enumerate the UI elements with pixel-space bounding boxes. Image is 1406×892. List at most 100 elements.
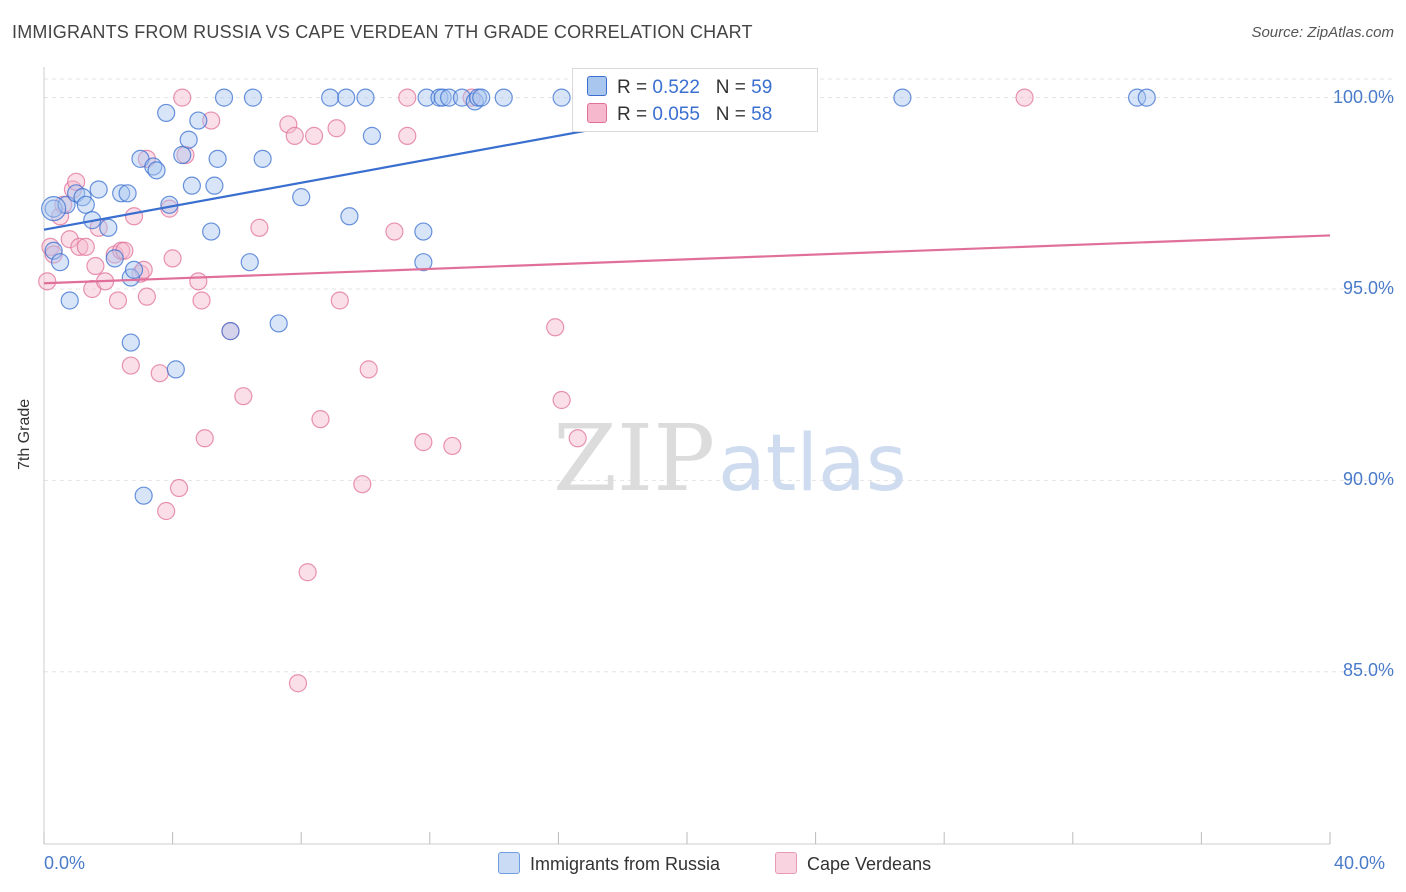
y-tick-label-85: 85.0%	[1342, 660, 1394, 680]
russia-point	[105, 249, 124, 268]
russia-point	[147, 161, 166, 180]
cape-verdeans-points	[38, 88, 1034, 693]
legend-n-label: N =	[715, 77, 746, 98]
x-tick-label-max: 40.0%	[1334, 853, 1386, 873]
correlation-legend: R = 0.522 N = 59 R = 0.055 N = 58	[572, 68, 818, 132]
russia-point	[44, 241, 63, 260]
russia-point	[208, 149, 227, 168]
russia-point	[182, 176, 201, 195]
cape-verdeans-point	[398, 88, 417, 107]
russia-point	[60, 291, 79, 310]
russia-point	[893, 88, 912, 107]
russia-point	[124, 260, 144, 279]
russia-point	[221, 322, 240, 341]
cape-verdeans-point	[38, 272, 57, 291]
russia-point	[292, 188, 311, 207]
legend-swatch-blue	[587, 76, 607, 96]
cape-verdeans-point	[398, 126, 417, 145]
y-tick-label-90: 90.0%	[1342, 469, 1394, 489]
russia-point	[118, 184, 137, 203]
cape-verdeans-point	[298, 563, 317, 582]
legend-n-value-cape-verdeans: 58	[751, 104, 773, 125]
chart-title: IMMIGRANTS FROM RUSSIA VS CAPE VERDEAN 7…	[12, 22, 753, 42]
gridlines	[44, 78, 1392, 673]
russia-point	[269, 314, 288, 333]
cape-verdeans-point	[285, 126, 304, 145]
russia-point	[1127, 88, 1147, 107]
russia-point	[253, 149, 272, 168]
cape-verdeans-point	[552, 390, 571, 410]
russia-point	[1137, 88, 1156, 107]
cape-verdeans-point	[115, 241, 134, 260]
cape-verdeans-point	[70, 237, 89, 256]
russia-point	[205, 176, 224, 195]
bottom-legend-cape-verdeans[interactable]: Cape Verdeans	[775, 852, 931, 875]
cape-verdeans-point	[189, 272, 208, 291]
cape-verdeans-point	[353, 475, 372, 494]
russia-point	[321, 88, 340, 107]
legend-row-russia: R = 0.522 N = 59	[587, 76, 772, 99]
bottom-legend-russia[interactable]: Immigrants from Russia	[498, 852, 720, 875]
source-label: Source: ZipAtlas.com	[1251, 24, 1394, 41]
russia-point	[433, 88, 452, 107]
russia-point	[134, 486, 153, 505]
cape-verdeans-point	[568, 429, 587, 448]
cape-verdeans-point	[157, 501, 176, 521]
legend-n-value-russia: 59	[751, 77, 773, 98]
y-tick-label-100: 100.0%	[1332, 87, 1394, 107]
bottom-legend-swatch-blue	[498, 852, 520, 874]
legend-r-value-cape-verdeans: 0.055	[652, 104, 700, 125]
cape-verdeans-point	[443, 436, 462, 456]
cape-verdeans-point	[311, 410, 330, 429]
russia-point	[414, 253, 433, 272]
russia-point	[121, 333, 140, 352]
legend-r-label: R =	[617, 77, 648, 98]
russia-point	[166, 360, 185, 379]
cape-verdeans-point	[359, 360, 378, 379]
russia-point	[157, 103, 176, 123]
russia-point	[99, 218, 118, 237]
russia-point	[179, 130, 198, 149]
bottom-legend-swatch-pink	[775, 852, 797, 874]
cape-verdeans-point	[202, 111, 221, 130]
cape-verdeans-point	[173, 88, 192, 107]
watermark-atlas: atlas	[718, 419, 907, 509]
cape-verdeans-point	[150, 364, 169, 383]
russia-point-large	[41, 196, 67, 222]
cape-verdeans-point	[169, 478, 189, 498]
russia-point	[189, 111, 208, 130]
cape-verdeans-point	[250, 218, 269, 237]
legend-n-label: N =	[715, 104, 746, 125]
russia-point	[417, 88, 436, 107]
russia-point	[89, 180, 108, 199]
y-tick-label-95: 95.0%	[1342, 278, 1394, 298]
russia-point	[214, 88, 234, 107]
russia-point	[76, 195, 95, 214]
russia-point	[414, 222, 433, 241]
russia-point	[173, 145, 192, 165]
legend-r-value-russia: 0.522	[652, 77, 700, 98]
cape-verdeans-point	[304, 126, 324, 145]
cape-verdeans-point	[108, 291, 128, 310]
legend-swatch-pink	[587, 103, 607, 123]
cape-verdeans-point	[546, 318, 565, 337]
cape-verdeans-point	[195, 429, 214, 448]
russia-points	[41, 88, 1156, 505]
cape-verdeans-point	[1015, 88, 1034, 107]
cape-verdeans-point	[385, 222, 404, 241]
cape-verdeans-point	[163, 249, 182, 268]
russia-point	[337, 88, 356, 107]
y-axis-label: 7th Grade	[16, 398, 33, 470]
cape-verdeans-point	[76, 237, 95, 256]
russia-point	[50, 253, 70, 272]
russia-point	[552, 88, 571, 107]
cape-verdeans-trend-line	[43, 234, 1331, 285]
russia-point	[356, 88, 375, 107]
cape-verdeans-point	[124, 207, 144, 226]
russia-point	[472, 88, 491, 107]
russia-point	[240, 253, 259, 272]
russia-point	[112, 184, 131, 203]
russia-point	[494, 88, 513, 107]
cape-verdeans-point	[279, 115, 298, 134]
x-tick-label-min: 0.0%	[44, 853, 86, 873]
